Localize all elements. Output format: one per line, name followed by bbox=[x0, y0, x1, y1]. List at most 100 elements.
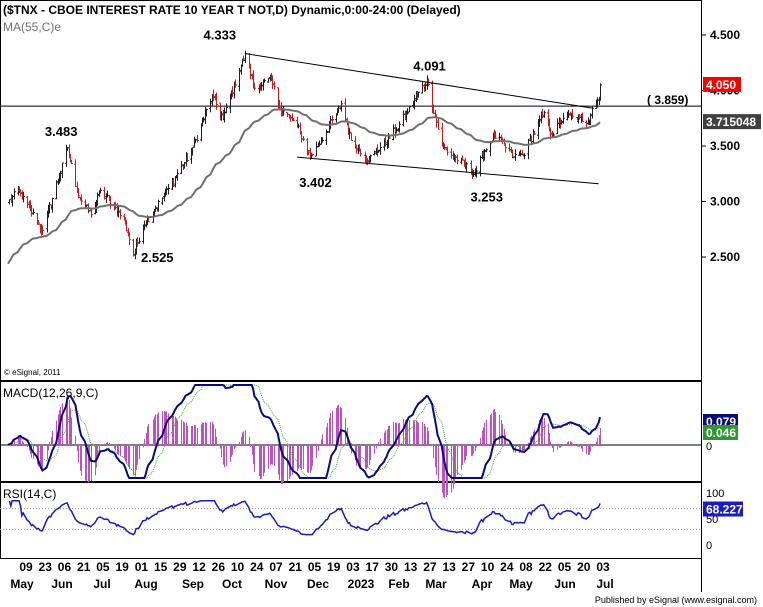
price-bar bbox=[96, 192, 99, 206]
price-bar bbox=[344, 98, 347, 123]
price-bar bbox=[562, 112, 565, 124]
price-bar bbox=[77, 188, 80, 199]
price-bar bbox=[167, 184, 170, 195]
ma-value-badge: 3.715048 bbox=[706, 115, 756, 129]
price-bar bbox=[508, 143, 511, 152]
ma-value-badge-bg bbox=[703, 114, 761, 130]
price-bar bbox=[180, 161, 183, 175]
price-bar bbox=[117, 205, 120, 218]
price-bar bbox=[125, 220, 128, 232]
price-bar bbox=[311, 153, 314, 157]
price-bar bbox=[202, 116, 205, 123]
price-bar bbox=[355, 144, 358, 154]
price-bar bbox=[402, 110, 405, 127]
x-axis-day-label: 13 bbox=[442, 560, 456, 574]
price-bar bbox=[212, 89, 215, 102]
labels-layer: 4.333 3.483 2.525 3.402 4.091 3.253 ( 3.859) 4.… bbox=[45, 28, 761, 517]
price-bar bbox=[292, 117, 295, 122]
price-bar bbox=[384, 135, 387, 147]
price-bar bbox=[321, 137, 324, 143]
x-axis-month-label: Mar bbox=[425, 577, 447, 591]
price-bar bbox=[55, 180, 58, 200]
price-bar bbox=[406, 108, 409, 115]
price-bar bbox=[596, 97, 599, 108]
x-axis-day-label: 01 bbox=[135, 560, 149, 574]
price-bar bbox=[302, 136, 305, 141]
x-axis-day-label: 29 bbox=[173, 560, 187, 574]
macd-line bbox=[7, 384, 601, 479]
price-bar bbox=[19, 189, 22, 197]
price-bar bbox=[234, 79, 237, 88]
price-bar bbox=[282, 106, 285, 116]
price-bar bbox=[176, 169, 179, 181]
price-bar bbox=[377, 149, 380, 153]
x-axis-month-label: Feb bbox=[388, 577, 409, 591]
x-axis-day-label: 27 bbox=[423, 560, 437, 574]
x-axis-day-label: 12 bbox=[192, 560, 206, 574]
price-bar bbox=[527, 138, 530, 160]
price-bar bbox=[157, 199, 160, 212]
price-bar bbox=[373, 150, 376, 156]
price-bar bbox=[8, 199, 11, 205]
x-axis-day-label: 06 bbox=[58, 560, 72, 574]
x-axis-month-label: Dec bbox=[307, 577, 329, 591]
rsi-layer bbox=[8, 500, 601, 536]
price-bar bbox=[85, 204, 88, 207]
price-bar bbox=[599, 83, 602, 101]
x-axis-day-label: 19 bbox=[115, 560, 129, 574]
x-axis-day-label: 07 bbox=[269, 560, 283, 574]
x-axis-day-label: 03 bbox=[346, 560, 360, 574]
price-bar bbox=[22, 191, 25, 203]
price-bar bbox=[450, 148, 453, 159]
x-axis-month-label: Sep bbox=[182, 577, 204, 591]
price-bar bbox=[61, 162, 64, 178]
watermark: © eSignal, 2011 bbox=[4, 368, 61, 377]
x-axis-day-label: 17 bbox=[366, 560, 380, 574]
axis-layer: 4.5004.0003.5003.0002.500100500009230621… bbox=[10, 28, 740, 591]
price-bar bbox=[223, 107, 226, 123]
price-bar bbox=[485, 148, 488, 153]
price-bar bbox=[119, 209, 122, 220]
level-label: ( 3.859) bbox=[647, 93, 688, 107]
price-annotation: 4.091 bbox=[413, 58, 446, 73]
x-axis-month-label: Nov bbox=[265, 577, 288, 591]
price-bar bbox=[326, 130, 329, 133]
price-bar bbox=[70, 160, 73, 165]
x-axis-day-label: 30 bbox=[385, 560, 399, 574]
price-axis-label: 3.000 bbox=[710, 195, 740, 209]
price-bar bbox=[318, 140, 321, 147]
price-bar bbox=[244, 50, 247, 63]
price-bar bbox=[165, 186, 168, 195]
price-axis-label: 2.500 bbox=[710, 250, 740, 264]
price-bar bbox=[238, 67, 241, 92]
price-bar bbox=[456, 154, 459, 165]
published-footer: Published by eSignal (www.esignal.com) bbox=[595, 595, 757, 605]
ma-legend: MA(55,C)e bbox=[3, 20, 61, 34]
price-axis-label: 4.500 bbox=[710, 28, 740, 42]
price-bar bbox=[253, 82, 256, 91]
rsi-value-badge-bg bbox=[703, 501, 743, 517]
price-bar bbox=[103, 186, 106, 200]
x-axis-day-label: 15 bbox=[154, 560, 168, 574]
x-axis-day-label: 08 bbox=[519, 560, 533, 574]
price-bar bbox=[267, 78, 270, 83]
macd-title: MACD(12,26,9,C) bbox=[3, 386, 98, 400]
price-bar bbox=[567, 109, 570, 119]
macd-axis-label: 0 bbox=[706, 441, 712, 453]
price-bar bbox=[424, 82, 427, 92]
price-bar bbox=[369, 154, 372, 163]
price-bar bbox=[128, 232, 131, 246]
price-bar bbox=[32, 208, 35, 215]
price-bar bbox=[271, 75, 274, 90]
rsi-axis-label: 100 bbox=[706, 488, 724, 500]
price-bar bbox=[541, 108, 544, 119]
price-bar bbox=[523, 153, 526, 160]
last-price-badge-bg bbox=[703, 76, 741, 92]
price-bar bbox=[242, 55, 245, 62]
price-bar bbox=[172, 177, 175, 188]
x-axis-day-label: 05 bbox=[558, 560, 572, 574]
price-bar bbox=[340, 100, 343, 112]
price-bar bbox=[215, 92, 218, 110]
rsi-line bbox=[8, 500, 601, 536]
price-bar bbox=[514, 149, 517, 161]
